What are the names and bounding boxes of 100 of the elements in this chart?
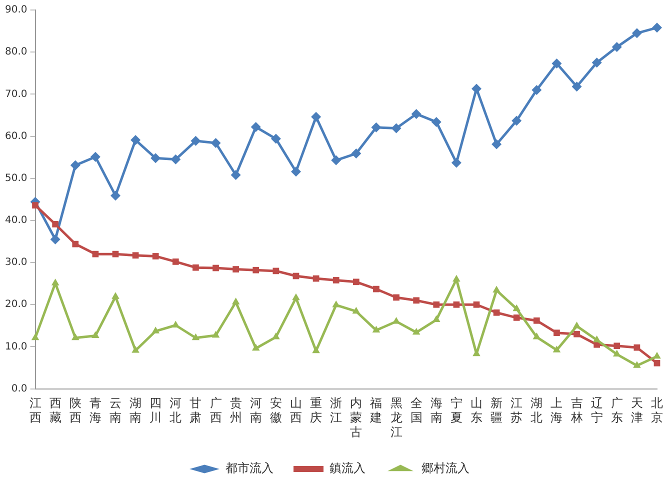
point — [110, 190, 120, 201]
point — [574, 330, 580, 338]
point — [272, 332, 280, 340]
point — [632, 28, 642, 38]
point — [471, 84, 482, 94]
x-tick-label: 山东 — [470, 396, 482, 425]
point — [50, 234, 60, 244]
point — [212, 330, 220, 338]
x-tick-label: 吉林 — [570, 396, 583, 425]
y-tick-label: 70.0 — [5, 88, 28, 100]
point — [572, 322, 581, 328]
point — [92, 331, 100, 338]
point — [552, 58, 562, 68]
point — [352, 278, 360, 286]
point — [532, 332, 541, 340]
point — [32, 202, 38, 208]
y-tick-label: 60.0 — [5, 130, 28, 142]
point — [192, 333, 200, 340]
point — [332, 300, 340, 308]
point — [633, 361, 641, 368]
point — [431, 116, 442, 127]
point — [412, 328, 420, 335]
point — [614, 342, 620, 350]
point — [473, 301, 480, 308]
x-tick-label: 内蒙古 — [350, 396, 362, 439]
point — [130, 135, 141, 146]
point — [290, 166, 301, 177]
point — [532, 84, 542, 95]
x-tick-label: 全国 — [410, 396, 422, 425]
point — [250, 122, 261, 132]
point — [572, 82, 582, 92]
point — [612, 42, 622, 52]
x-tick-label: 湖南 — [130, 396, 142, 425]
point — [51, 278, 60, 286]
point — [512, 304, 521, 312]
point — [90, 152, 100, 162]
x-tick-label: 浙江 — [330, 396, 342, 425]
point — [331, 155, 342, 166]
x-tick-label: 山西 — [290, 396, 302, 425]
point — [433, 301, 440, 308]
point — [210, 138, 221, 148]
point — [592, 58, 602, 68]
point — [70, 160, 80, 170]
point — [373, 286, 380, 292]
point — [411, 108, 422, 119]
point — [72, 240, 79, 248]
x-tick-label: 河南 — [250, 396, 262, 425]
point — [413, 297, 420, 304]
point — [371, 122, 382, 132]
point — [492, 286, 500, 293]
x-tick-label: 宁夏 — [450, 396, 462, 425]
point — [612, 350, 621, 357]
point — [172, 320, 180, 328]
x-tick-label: 福建 — [369, 396, 382, 425]
point — [52, 221, 59, 228]
x-tick-label: 河北 — [170, 396, 182, 425]
y-tick-label: 20.0 — [5, 299, 28, 310]
point — [432, 315, 440, 322]
point — [192, 264, 199, 271]
x-tick-label: 江西 — [29, 396, 42, 425]
x-tick-label: 江苏 — [510, 396, 523, 425]
x-tick-label: 西藏 — [49, 396, 62, 425]
point — [351, 148, 362, 159]
point — [252, 266, 260, 274]
point — [452, 274, 460, 282]
x-tick-label: 云南 — [109, 396, 122, 425]
point — [170, 154, 181, 164]
point — [352, 306, 360, 314]
y-tick-label: 40.0 — [5, 215, 28, 226]
point — [311, 112, 322, 122]
x-tick-label: 青海 — [89, 396, 102, 425]
point — [652, 22, 662, 33]
x-tick-label: 黑龙江 — [390, 396, 402, 439]
point — [232, 298, 240, 304]
point — [552, 346, 561, 352]
point — [492, 139, 502, 150]
point — [451, 158, 462, 168]
x-tick-label: 湖北 — [530, 396, 543, 425]
point — [393, 294, 400, 301]
legend-label: 都市流入 — [226, 461, 274, 476]
x-tick-label: 北京 — [651, 396, 663, 425]
point — [152, 326, 160, 334]
point — [172, 258, 179, 265]
point — [493, 309, 500, 316]
x-tick-label: 辽宁 — [590, 396, 603, 425]
x-tick-label: 贵州 — [230, 396, 242, 425]
point — [71, 333, 80, 340]
point — [92, 250, 99, 258]
point — [31, 333, 40, 340]
point — [152, 253, 159, 260]
point — [230, 170, 241, 180]
point — [112, 292, 120, 299]
y-tick-label: 10.0 — [5, 341, 28, 352]
point — [653, 352, 661, 359]
point — [212, 264, 219, 272]
y-tick-label: 50.0 — [5, 172, 28, 184]
x-tick-label: 广西 — [210, 396, 222, 425]
point — [554, 330, 560, 336]
point — [252, 344, 260, 351]
point — [132, 346, 140, 353]
